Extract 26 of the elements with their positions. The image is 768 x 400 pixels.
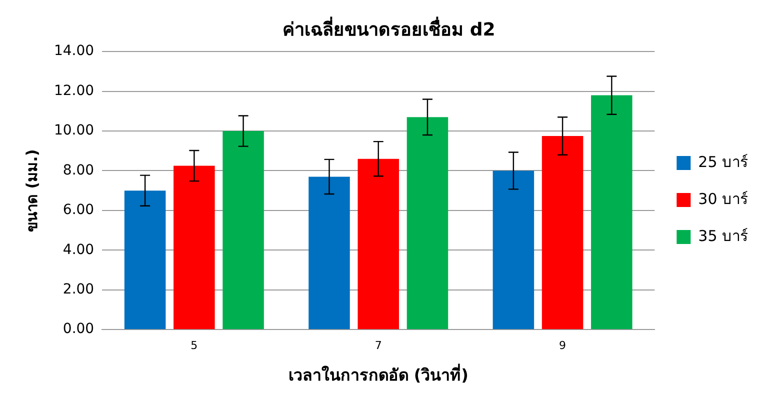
- bar: [406, 117, 448, 330]
- bar: [124, 190, 166, 330]
- y-axis-title: ขนาด (มม.): [22, 149, 41, 232]
- y-tick-label: 2.00: [62, 282, 94, 298]
- bar: [492, 170, 534, 330]
- bar: [591, 95, 632, 330]
- bar: [174, 166, 215, 330]
- legend-label: 35 บาร์: [698, 226, 748, 245]
- chart-title: ค่าเฉลี่ยขนาดรอยเชื่อม d2: [282, 16, 496, 40]
- y-tick-label: 14.00: [54, 43, 94, 60]
- bar: [358, 158, 399, 330]
- x-tick-label: 9: [559, 339, 566, 352]
- x-axis-title: เวลาในการกดอัด (วินาที่): [288, 364, 468, 385]
- y-tick-label: 6.00: [62, 202, 94, 218]
- bar: [222, 131, 264, 330]
- legend-label: 30 บาร์: [698, 190, 748, 208]
- y-tick-label: 12.00: [54, 82, 94, 99]
- y-tick-label: 10.00: [54, 122, 94, 139]
- bar: [542, 136, 584, 330]
- bar: [308, 176, 350, 330]
- y-tick-label: 4.00: [62, 242, 94, 258]
- x-tick-label: 5: [190, 339, 198, 352]
- legend-label: 25 บาร์: [698, 152, 748, 171]
- x-tick-label: 7: [374, 339, 382, 352]
- y-tick-label: 8.00: [62, 162, 94, 178]
- y-tick-label: 0.00: [62, 321, 94, 338]
